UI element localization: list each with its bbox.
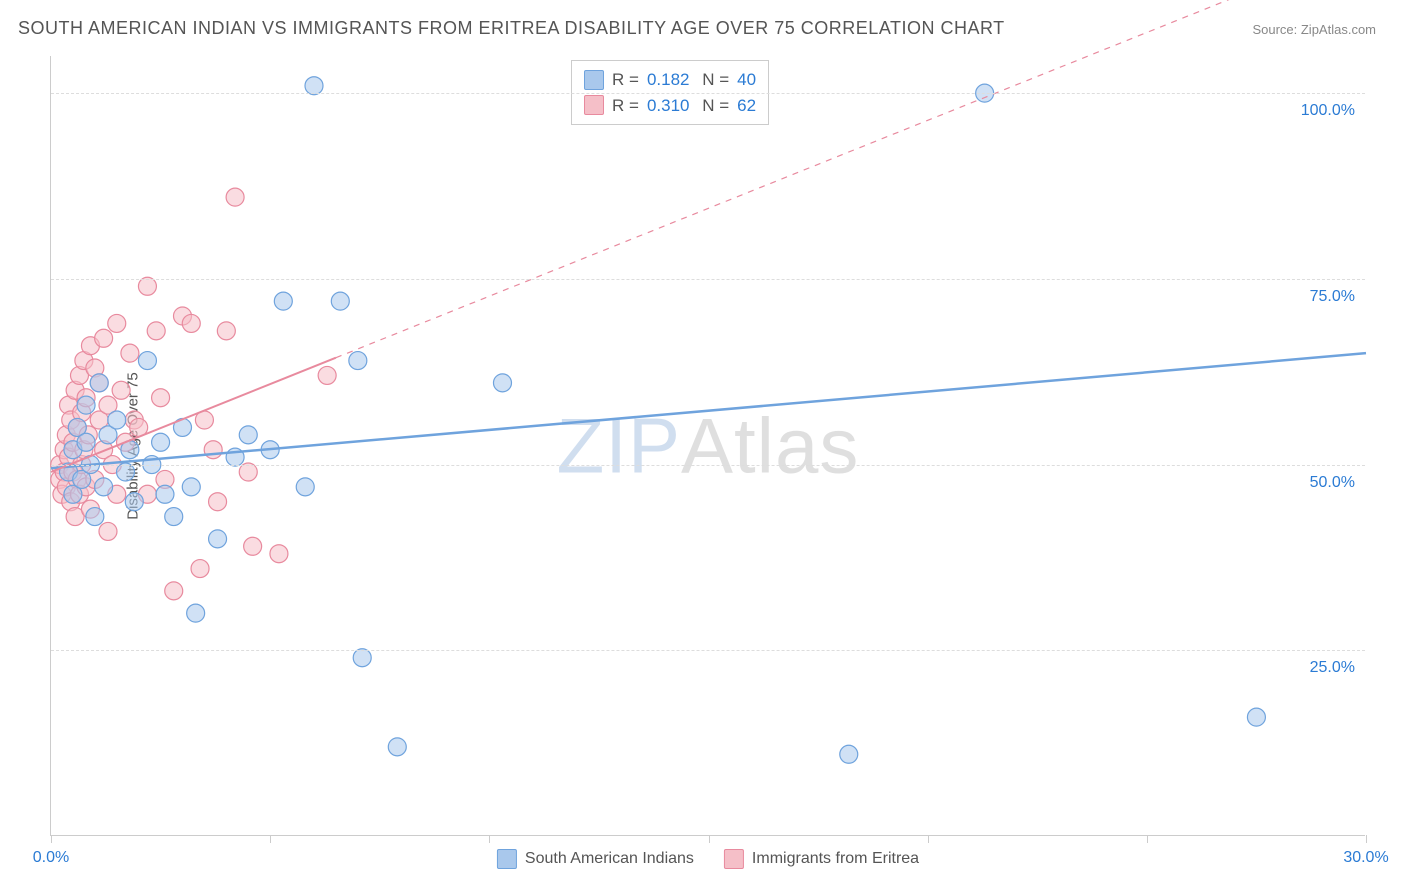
x-tick-label: 0.0% (33, 849, 69, 867)
legend-item-blue: South American Indians (497, 849, 694, 869)
legend-n-label: N = (697, 67, 729, 93)
source-label: Source: ZipAtlas.com (1252, 22, 1376, 37)
legend-swatch-pink-bottom (724, 849, 744, 869)
x-tick (1366, 835, 1367, 843)
legend-n-value-blue: 40 (737, 67, 756, 93)
x-tick (709, 835, 710, 843)
x-tick (51, 835, 52, 843)
gridline-h (51, 650, 1365, 651)
legend-series: South American Indians Immigrants from E… (497, 849, 919, 869)
legend-row-pink: R = 0.310 N = 62 (584, 93, 756, 119)
legend-swatch-pink (584, 95, 604, 115)
gridline-h (51, 93, 1365, 94)
legend-item-pink: Immigrants from Eritrea (724, 849, 919, 869)
gridline-h (51, 279, 1365, 280)
legend-swatch-blue-bottom (497, 849, 517, 869)
x-tick (1147, 835, 1148, 843)
x-tick-label: 30.0% (1343, 849, 1388, 867)
x-tick (489, 835, 490, 843)
legend-row-blue: R = 0.182 N = 40 (584, 67, 756, 93)
y-tick-label: 50.0% (1310, 474, 1355, 492)
plot-area: Disability Age Over 75 ZIPAtlas R = 0.18… (50, 56, 1365, 836)
legend-n-value-pink: 62 (737, 93, 756, 119)
legend-r-label: R = (612, 67, 639, 93)
chart-title: SOUTH AMERICAN INDIAN VS IMMIGRANTS FROM… (18, 18, 1005, 39)
legend-r-label: R = (612, 93, 639, 119)
legend-n-label: N = (697, 93, 729, 119)
legend-r-value-blue: 0.182 (647, 67, 690, 93)
gridline-h (51, 465, 1365, 466)
y-tick-label: 100.0% (1301, 102, 1355, 120)
y-tick-label: 25.0% (1310, 659, 1355, 677)
chart-svg (51, 56, 1365, 835)
x-tick (928, 835, 929, 843)
legend-swatch-blue (584, 70, 604, 90)
y-tick-label: 75.0% (1310, 288, 1355, 306)
legend-label-blue: South American Indians (525, 850, 694, 868)
legend-label-pink: Immigrants from Eritrea (752, 850, 919, 868)
legend-r-value-pink: 0.310 (647, 93, 690, 119)
x-tick (270, 835, 271, 843)
